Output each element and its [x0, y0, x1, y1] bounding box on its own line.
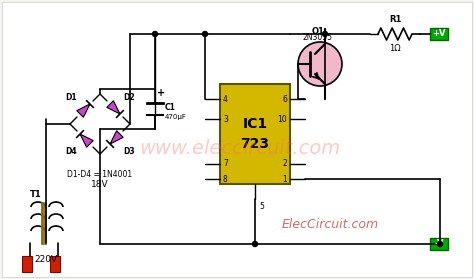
Text: +V: +V [432, 30, 446, 39]
FancyBboxPatch shape [50, 256, 60, 272]
Text: 1: 1 [282, 174, 287, 184]
Text: D1-D4 = 1N4001: D1-D4 = 1N4001 [67, 170, 133, 179]
Text: www.eleccircuit.com: www.eleccircuit.com [139, 140, 341, 158]
Text: 470μF: 470μF [165, 114, 187, 120]
Text: Q1: Q1 [311, 27, 324, 36]
Text: 8: 8 [223, 174, 228, 184]
Text: 1Ω: 1Ω [389, 44, 401, 53]
Polygon shape [80, 134, 93, 147]
FancyBboxPatch shape [220, 84, 290, 184]
FancyBboxPatch shape [430, 238, 448, 250]
Text: -V: -V [434, 239, 444, 249]
Polygon shape [110, 131, 123, 144]
Text: IC1: IC1 [242, 117, 267, 131]
Text: 6: 6 [282, 95, 287, 104]
FancyBboxPatch shape [22, 256, 32, 272]
Text: 18V: 18V [91, 180, 109, 189]
FancyBboxPatch shape [430, 28, 448, 40]
Polygon shape [77, 104, 90, 117]
Text: 5: 5 [259, 202, 264, 211]
Text: R1: R1 [389, 15, 401, 24]
Text: D2: D2 [123, 93, 135, 102]
Polygon shape [107, 101, 120, 114]
Text: D1: D1 [65, 93, 77, 102]
Circle shape [153, 32, 157, 37]
Circle shape [298, 42, 342, 86]
Text: 7: 7 [223, 160, 228, 169]
Text: D3: D3 [123, 146, 135, 155]
Text: ElecCircuit.com: ElecCircuit.com [282, 218, 379, 230]
Circle shape [438, 242, 443, 247]
Circle shape [322, 32, 328, 37]
Text: 10: 10 [277, 114, 287, 124]
Text: 4: 4 [223, 95, 228, 104]
Text: D4: D4 [65, 146, 77, 155]
Circle shape [202, 32, 208, 37]
Text: T1: T1 [30, 190, 42, 199]
Text: C1: C1 [165, 102, 176, 112]
FancyBboxPatch shape [2, 2, 472, 277]
Text: +: + [157, 88, 165, 98]
Text: 723: 723 [240, 137, 270, 151]
Text: 2N3055: 2N3055 [303, 33, 333, 42]
Text: 3: 3 [223, 114, 228, 124]
Text: 220V: 220V [35, 255, 57, 264]
Text: 2: 2 [282, 160, 287, 169]
Circle shape [253, 242, 257, 247]
